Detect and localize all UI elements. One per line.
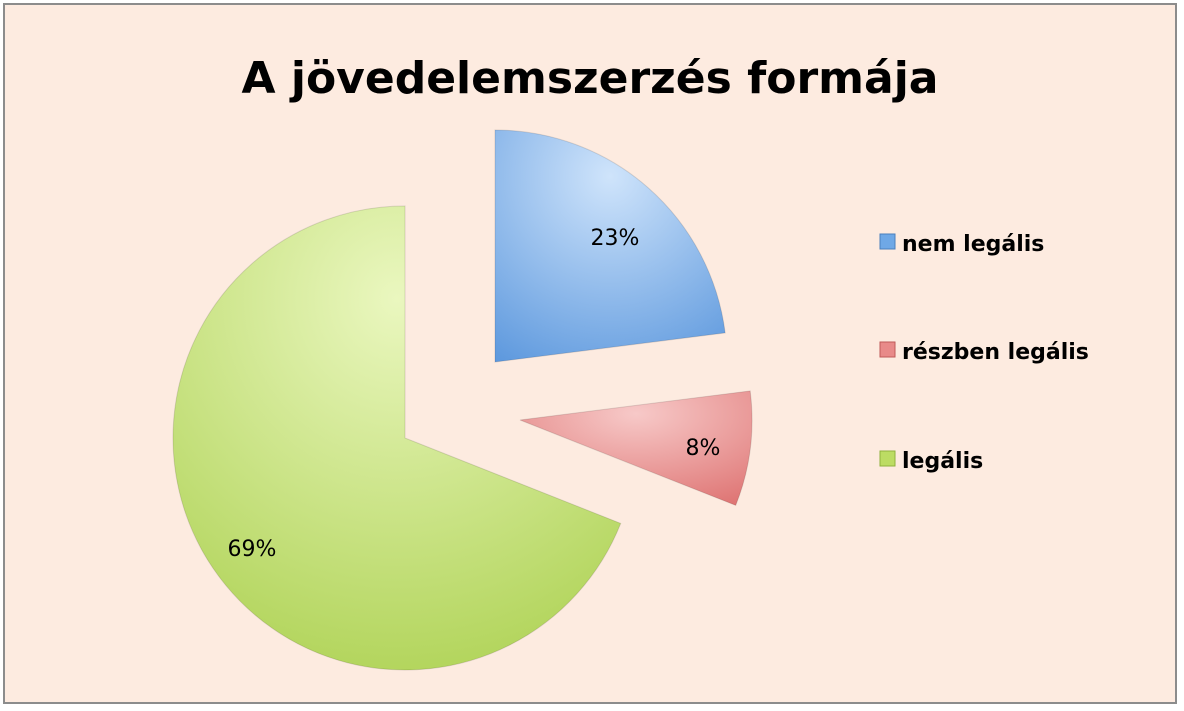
legend-swatch-nem-legalis (879, 233, 896, 250)
slices-layer (172, 129, 753, 671)
pie-slice-részben-legális (519, 390, 753, 507)
data-label: 69% (228, 537, 277, 562)
legend-item: nem legális (879, 232, 1044, 257)
legend-swatch-reszben-legalis (879, 341, 896, 358)
legend: nem legális részben legális legális (879, 232, 1089, 474)
data-label: 23% (591, 226, 640, 251)
legend-label: nem legális (902, 232, 1044, 257)
data-labels-layer: 23% 8% 69% (228, 226, 721, 562)
legend-label: részben legális (902, 340, 1089, 365)
legend-item: legális (879, 449, 983, 474)
pie-slice-nem-legális (494, 129, 726, 363)
legend-swatch-legalis (879, 450, 896, 467)
chart-title: A jövedelemszerzés formája (242, 53, 939, 104)
pie-slice-legális (172, 205, 622, 671)
legend-label: legális (902, 449, 983, 474)
data-label: 8% (686, 436, 721, 461)
legend-item: részben legális (879, 340, 1089, 365)
